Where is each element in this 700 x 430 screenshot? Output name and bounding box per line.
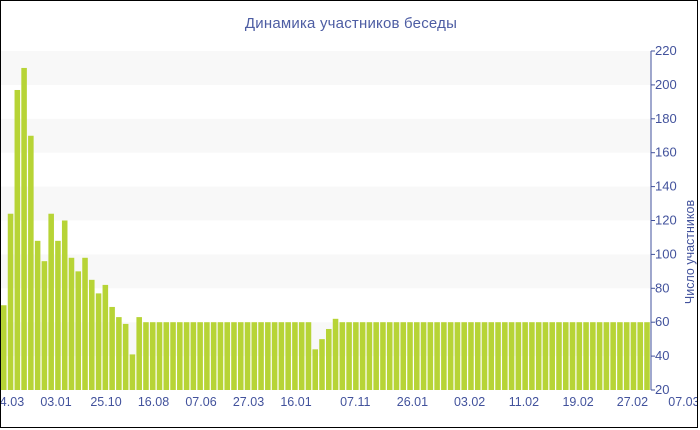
- svg-text:120: 120: [655, 213, 677, 228]
- svg-text:03.02: 03.02: [454, 395, 485, 409]
- svg-text:07.06: 07.06: [185, 395, 216, 409]
- svg-text:200: 200: [655, 77, 677, 92]
- svg-text:25.10: 25.10: [90, 395, 121, 409]
- svg-text:160: 160: [655, 145, 677, 160]
- svg-text:Число участников: Число участников: [683, 200, 697, 305]
- svg-text:27.02: 27.02: [617, 395, 648, 409]
- svg-text:07.11: 07.11: [340, 395, 370, 409]
- svg-text:26.01: 26.01: [397, 395, 428, 409]
- svg-text:11.02: 11.02: [509, 395, 539, 409]
- svg-text:180: 180: [655, 111, 677, 126]
- svg-text:03.01: 03.01: [40, 395, 71, 409]
- svg-text:07.03: 07.03: [668, 395, 698, 409]
- svg-text:16.08: 16.08: [138, 395, 169, 409]
- svg-text:14.03: 14.03: [1, 395, 24, 409]
- svg-text:16.01: 16.01: [280, 395, 311, 409]
- svg-text:27.03: 27.03: [233, 395, 264, 409]
- svg-text:19.02: 19.02: [562, 395, 593, 409]
- svg-text:80: 80: [655, 280, 669, 295]
- svg-text:220: 220: [655, 43, 677, 58]
- svg-text:100: 100: [655, 246, 677, 261]
- svg-text:140: 140: [655, 179, 677, 194]
- svg-text:60: 60: [655, 314, 669, 329]
- svg-text:40: 40: [655, 348, 669, 363]
